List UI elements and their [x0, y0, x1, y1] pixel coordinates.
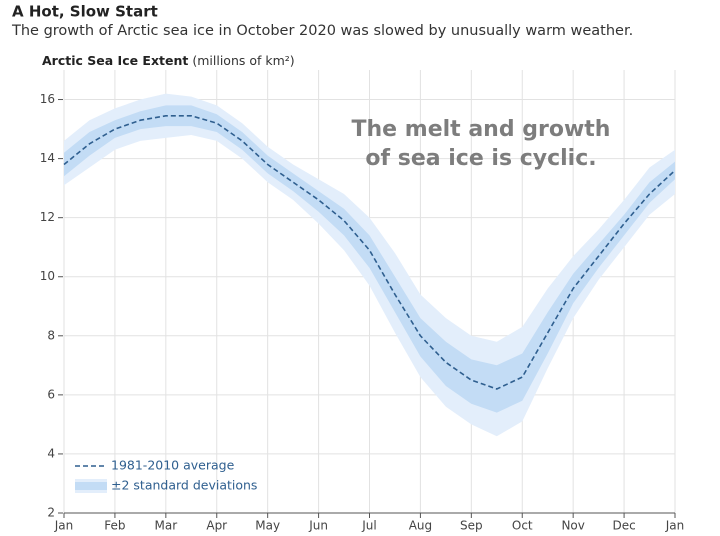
y-tick-label: 16 — [40, 92, 55, 106]
x-tick-label: Apr — [206, 519, 227, 533]
y-tick-label: 12 — [40, 210, 55, 224]
y-tick-label: 4 — [47, 446, 55, 460]
y-axis-title: Arctic Sea Ice Extent — [42, 53, 188, 68]
y-tick-label: 6 — [47, 387, 55, 401]
legend-label: 1981-2010 average — [111, 458, 235, 473]
x-tick-label: Jan — [665, 519, 685, 533]
y-tick-label: 8 — [47, 328, 55, 342]
x-tick-label: Dec — [612, 519, 635, 533]
y-tick-label: 10 — [40, 269, 55, 283]
x-tick-label: Jan — [54, 519, 74, 533]
x-tick-label: Feb — [104, 519, 125, 533]
y-tick-label: 2 — [47, 506, 55, 520]
x-tick-label: Jun — [308, 519, 328, 533]
annotation: of sea ice is cyclic. — [365, 146, 596, 171]
band — [64, 105, 675, 413]
x-tick-label: Aug — [409, 519, 432, 533]
legend-label: ±2 standard deviations — [111, 478, 257, 493]
y-tick-label: 14 — [40, 151, 55, 165]
x-tick-label: Sep — [460, 519, 483, 533]
legend-swatch-inner — [75, 482, 107, 490]
chart-title: A Hot, Slow Start — [12, 3, 158, 21]
x-tick-label: Jul — [361, 519, 376, 533]
x-tick-label: Oct — [512, 519, 533, 533]
y-axis-unit: (millions of km²) — [192, 53, 294, 68]
y-axis-label: Arctic Sea Ice Extent (millions of km²) — [42, 53, 295, 68]
x-tick-label: Nov — [561, 519, 584, 533]
average-line — [63, 115, 676, 390]
x-tick-label: May — [255, 519, 280, 533]
chart-subtitle: The growth of Arctic sea ice in October … — [11, 23, 633, 39]
annotation: The melt and growth — [352, 117, 611, 142]
x-tick-label: Mar — [155, 519, 178, 533]
